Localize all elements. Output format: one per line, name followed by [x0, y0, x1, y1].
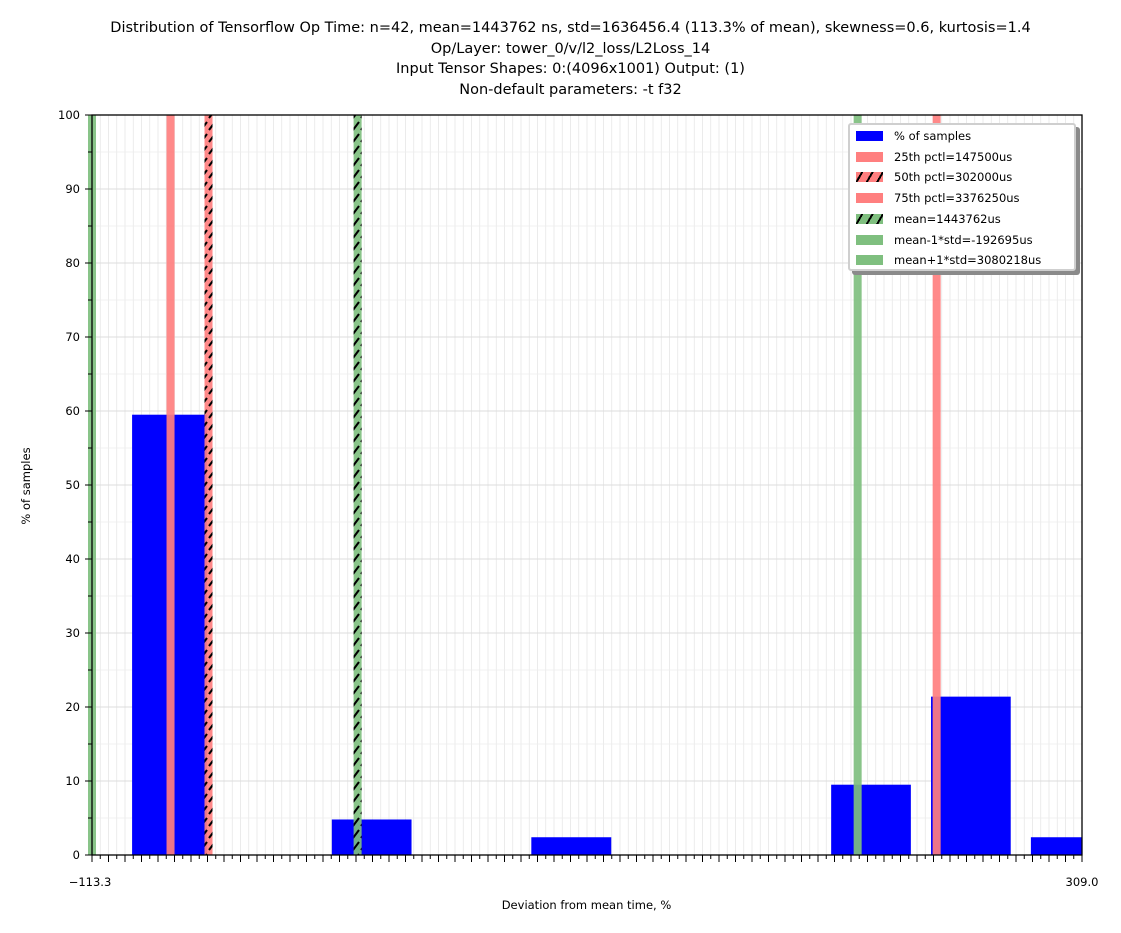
- legend-swatch: [856, 255, 883, 266]
- legend-swatch: [856, 234, 883, 245]
- y-tick-label: 60: [65, 404, 80, 418]
- mean-line: [853, 115, 862, 855]
- hatch-overlay: [353, 115, 362, 855]
- legend-label: 25th pctl=147500us: [894, 149, 1013, 164]
- legend-label: 75th pctl=3376250us: [894, 191, 1020, 206]
- legend-entry: mean+1*std=3080218us: [856, 253, 1041, 267]
- legend-label: mean+1*std=3080218us: [894, 253, 1042, 268]
- y-tick-label: 30: [65, 626, 80, 640]
- pctl-line: [932, 115, 941, 855]
- histogram-bar: [531, 837, 612, 855]
- y-tick-label: 90: [65, 182, 80, 196]
- y-tick-label: 20: [65, 700, 80, 714]
- histogram-bar: [931, 696, 1011, 855]
- legend-label: % of samples: [894, 129, 972, 143]
- legend-swatch: [856, 193, 883, 204]
- title-line-2: Op/Layer: tower_0/v/l2_loss/L2Loss_14: [430, 40, 711, 57]
- x-axis-label: Deviation from mean time, %: [501, 898, 672, 912]
- legend: % of samples 25th pctl=147500us 50th pctl=…: [848, 123, 1076, 271]
- legend-swatch: [856, 213, 883, 224]
- y-tick-label: 70: [65, 330, 80, 344]
- legend-entry: 25th pctl=147500us: [856, 150, 1012, 164]
- legend-entry: mean=1443762us: [856, 212, 1001, 226]
- pctl-line: [166, 115, 175, 855]
- legend-label: mean=1443762us: [894, 211, 1001, 226]
- legend-entry: % of samples: [856, 129, 971, 143]
- y-tick-label: 0: [73, 848, 80, 862]
- y-tick-label: 50: [65, 478, 80, 492]
- legend-swatch: [856, 172, 883, 183]
- legend-entry: 50th pctl=302000us: [856, 170, 1012, 184]
- histogram-bar: [831, 784, 911, 855]
- legend-swatch: [856, 131, 883, 141]
- title-line-4: Non-default parameters: -t f32: [459, 81, 682, 98]
- x-tick-label: −113.3: [69, 875, 112, 889]
- chart-title: Distribution of Tensorflow Op Time: n=42…: [0, 18, 1121, 100]
- y-axis-label-text: % of samples: [19, 447, 33, 525]
- legend-swatch: [856, 151, 883, 162]
- histogram-bar: [331, 819, 412, 855]
- y-tick-label: 100: [58, 108, 80, 122]
- title-line-1: Distribution of Tensorflow Op Time: n=42…: [110, 20, 1031, 36]
- legend-entry: mean-1*std=-192695us: [856, 233, 1033, 247]
- axis-ticks: 0 10 20 30 40 50 60 70 80 90 100 −113.3 309.0: [58, 108, 1098, 889]
- legend-label: mean-1*std=-192695us: [894, 232, 1033, 247]
- histogram-bar: [1030, 837, 1082, 855]
- y-tick-label: 10: [65, 774, 80, 788]
- legend-entry: 75th pctl=3376250us: [856, 191, 1020, 205]
- hatch-overlay: [204, 115, 213, 855]
- y-tick-label: 40: [65, 552, 80, 566]
- y-tick-label: 80: [65, 256, 80, 270]
- legend-label: 50th pctl=302000us: [894, 170, 1013, 185]
- x-tick-label: 309.0: [1066, 875, 1099, 889]
- title-line-3: Input Tensor Shapes: 0:(4096x1001) Outpu…: [396, 61, 745, 78]
